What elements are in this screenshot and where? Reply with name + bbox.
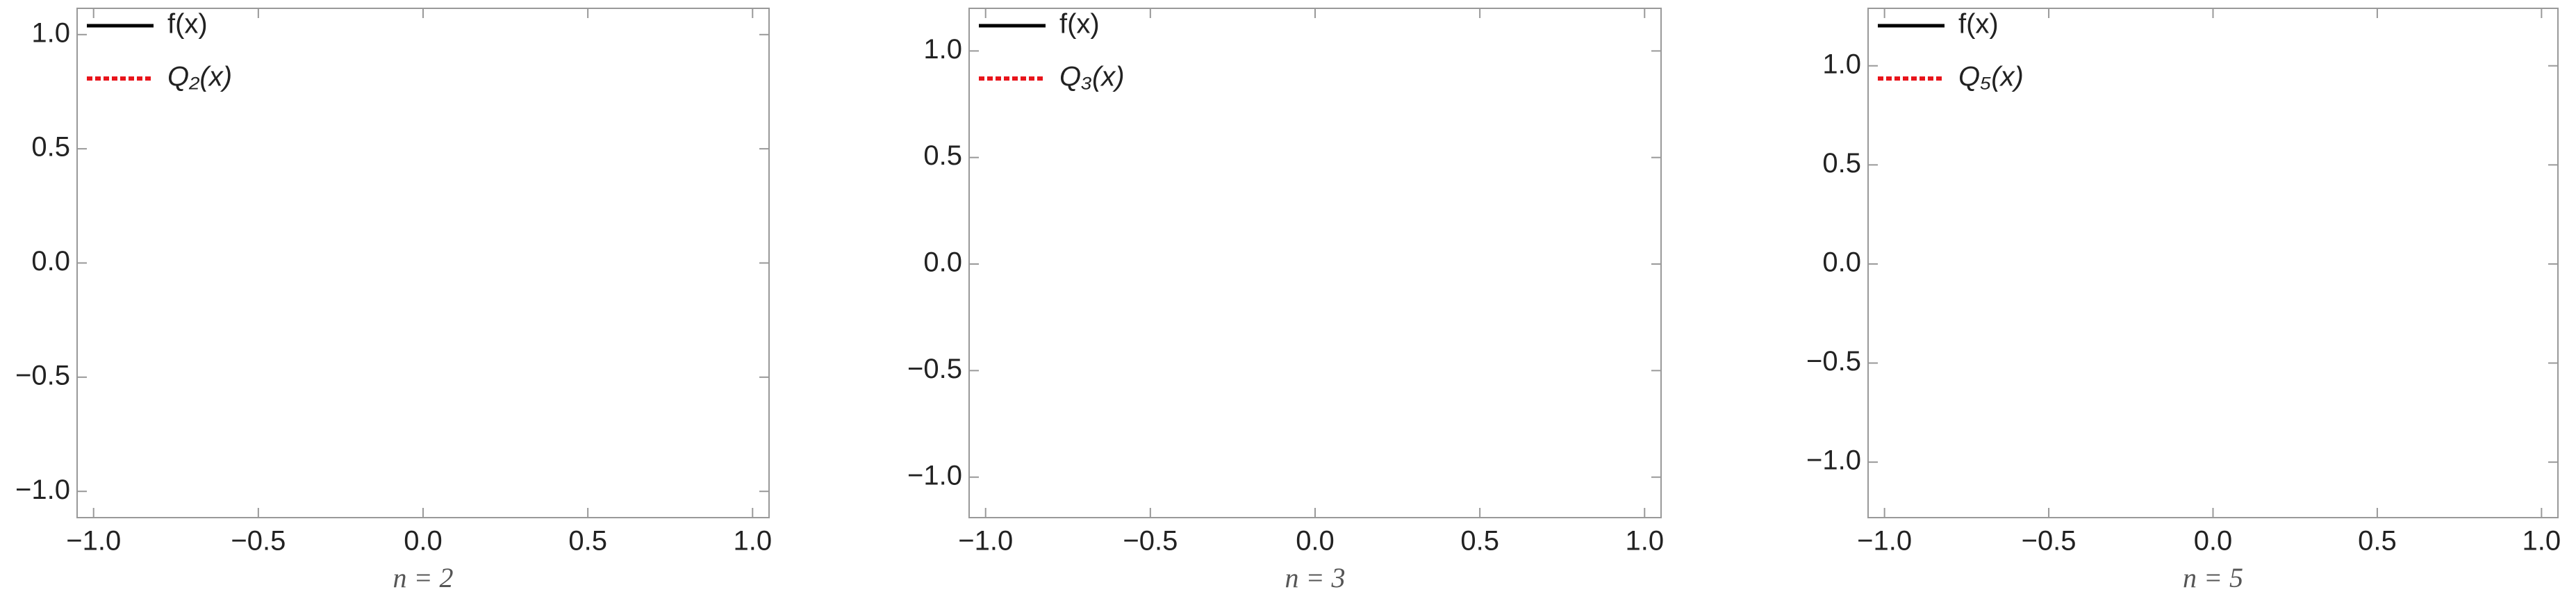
x-tick-label: −0.5 — [1123, 526, 1178, 557]
x-tick-label: 0.5 — [568, 526, 607, 557]
chart-title: n = 2 — [393, 562, 454, 593]
y-tick-label: 0.5 — [923, 140, 962, 171]
y-tick-label: 0.5 — [1822, 148, 1861, 179]
x-tick-label: −0.5 — [2022, 526, 2077, 557]
y-tick-label: 0.0 — [1822, 247, 1861, 277]
y-tick-label: 1.0 — [31, 17, 70, 48]
x-tick-label: 1.0 — [2523, 526, 2561, 557]
legend-label: f(x) — [1958, 9, 1999, 40]
y-tick-label: 0.5 — [31, 132, 70, 163]
x-tick-label: −0.5 — [231, 526, 286, 557]
x-tick-label: 1.0 — [1625, 526, 1664, 557]
legend-label: Q₅(x) — [1958, 62, 2024, 92]
x-tick-label: 0.0 — [404, 526, 443, 557]
x-tick-label: 0.0 — [1296, 526, 1335, 557]
y-tick-label: 0.0 — [31, 246, 70, 277]
y-tick-label: −1.0 — [1806, 445, 1861, 476]
x-tick-label: −1.0 — [1857, 526, 1912, 557]
y-tick-label: −0.5 — [15, 360, 70, 390]
chart-title: n = 5 — [2183, 562, 2243, 593]
legend-label: f(x) — [167, 9, 208, 40]
x-tick-label: 1.0 — [733, 526, 772, 557]
y-tick-label: 0.0 — [923, 247, 962, 278]
x-tick-label: −1.0 — [958, 526, 1013, 557]
x-tick-label: 0.5 — [2358, 526, 2397, 557]
legend-label: Q₂(x) — [167, 62, 232, 92]
y-tick-label: −1.0 — [907, 460, 962, 491]
y-tick-label: −1.0 — [15, 475, 70, 505]
x-tick-label: 0.5 — [1460, 526, 1499, 557]
legend-label: f(x) — [1059, 9, 1100, 40]
y-tick-label: −0.5 — [907, 354, 962, 384]
y-tick-label: 1.0 — [1822, 49, 1861, 79]
y-tick-label: −0.5 — [1806, 346, 1861, 377]
x-tick-label: 0.0 — [2194, 526, 2233, 557]
y-tick-label: 1.0 — [923, 34, 962, 65]
legend-label: Q₃(x) — [1059, 62, 1125, 92]
chart-title: n = 3 — [1285, 562, 1346, 593]
x-tick-label: −1.0 — [66, 526, 121, 557]
